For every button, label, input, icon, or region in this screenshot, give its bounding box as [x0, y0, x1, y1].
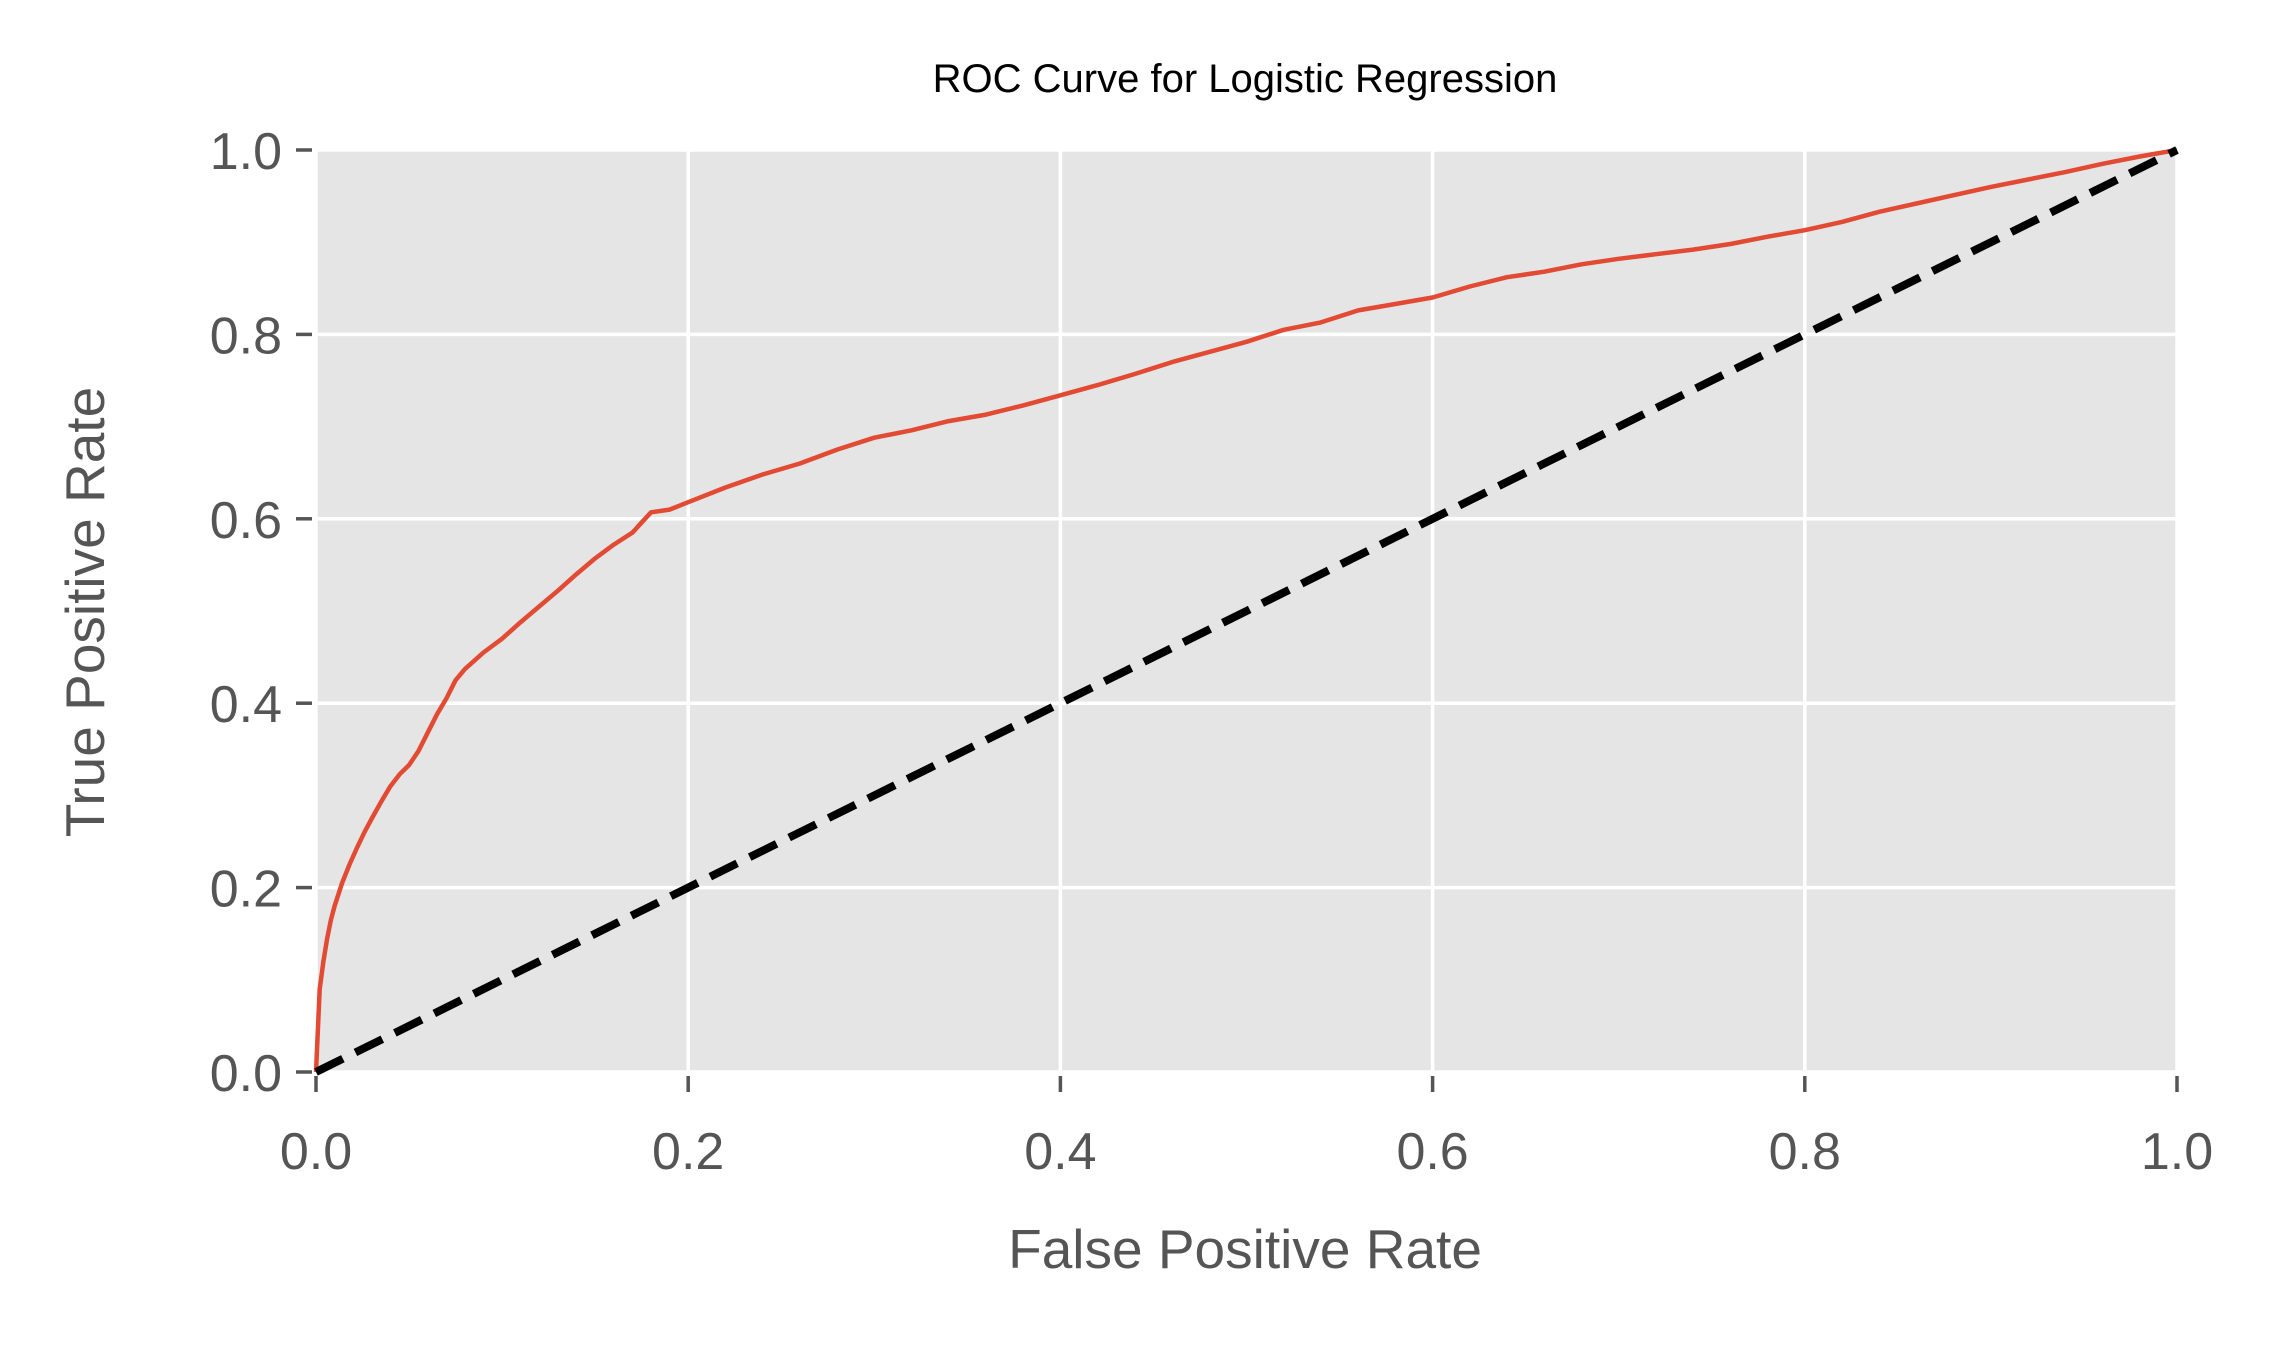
- y-tick-label: 1.0: [210, 123, 282, 181]
- x-tick-label: 0.6: [1396, 1123, 1468, 1181]
- chart-title: ROC Curve for Logistic Regression: [933, 57, 1558, 101]
- y-tick-label: 0.4: [210, 676, 282, 734]
- y-tick-label: 0.0: [210, 1045, 282, 1103]
- x-tick-label: 1.0: [2141, 1123, 2213, 1181]
- x-tick-label: 0.0: [280, 1123, 352, 1181]
- x-axis-label: False Positive Rate: [1008, 1218, 1482, 1280]
- x-tick-label: 0.4: [1024, 1123, 1096, 1181]
- y-tick-label: 0.6: [210, 492, 282, 550]
- y-tick-label: 0.8: [210, 307, 282, 365]
- x-tick-label: 0.8: [1769, 1123, 1841, 1181]
- y-axis-label: True Positive Rate: [54, 387, 116, 837]
- y-tick-label: 0.2: [210, 861, 282, 919]
- x-tick-label: 0.2: [652, 1123, 724, 1181]
